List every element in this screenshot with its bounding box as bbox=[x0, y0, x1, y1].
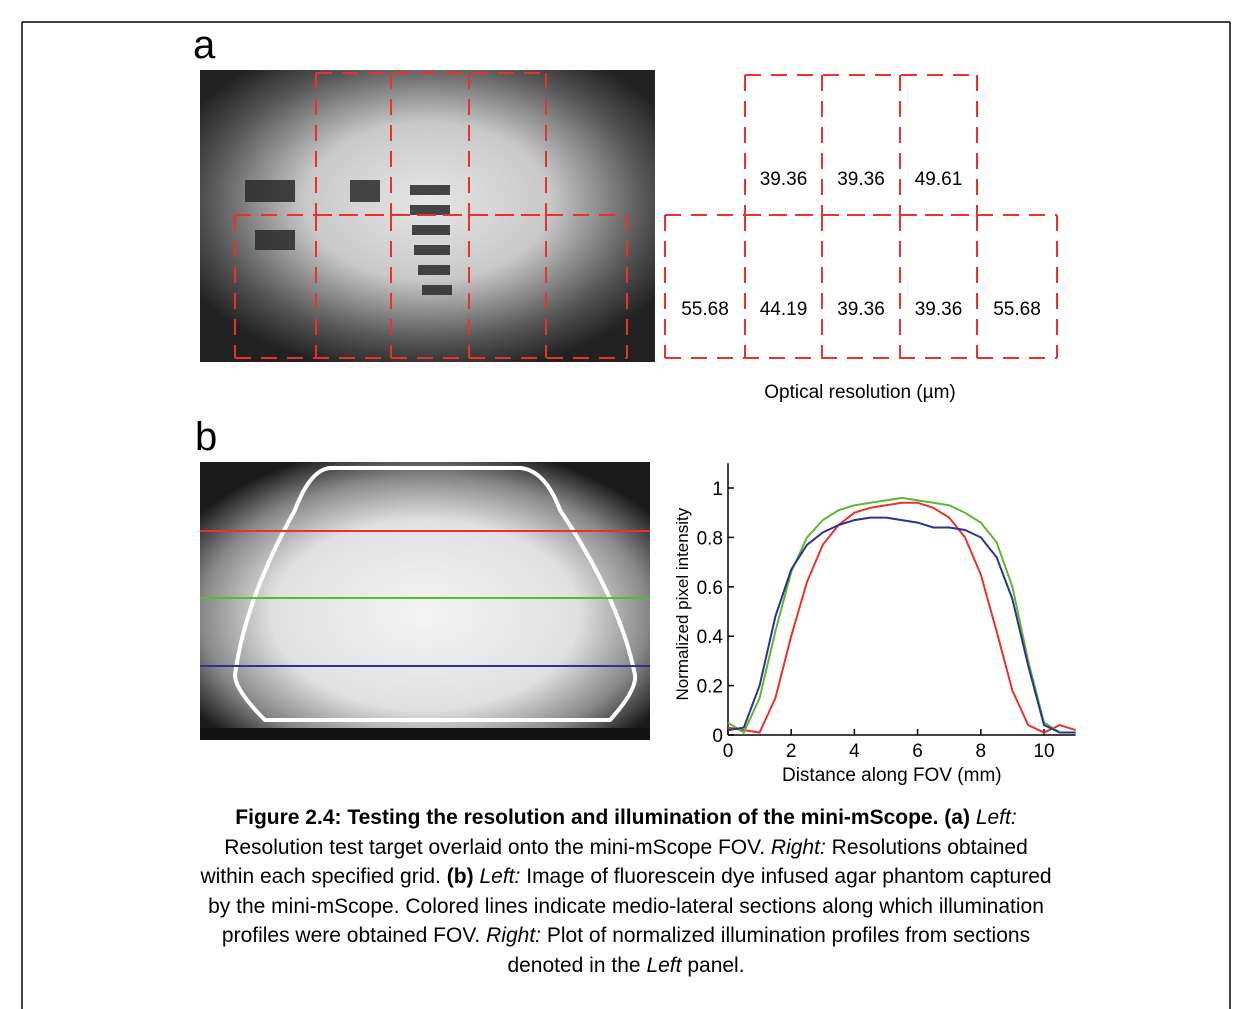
panel-label: a bbox=[193, 23, 216, 67]
y-tick-label: 0.6 bbox=[697, 578, 723, 599]
x-tick-label: 2 bbox=[786, 741, 797, 762]
resolution-value: 39.36 bbox=[760, 169, 808, 190]
caption-text: Resolution test target overlaid onto the… bbox=[224, 835, 766, 859]
y-tick-label: 1 bbox=[712, 479, 723, 500]
resolution-value: 49.61 bbox=[915, 169, 963, 190]
caption-text: within each specified grid. bbox=[200, 865, 441, 888]
caption-text: Right: bbox=[486, 924, 541, 947]
panel-label: b bbox=[195, 415, 217, 459]
profile-line bbox=[727, 501, 1076, 734]
caption-text: Figure 2.4: Testing the resolution and i… bbox=[235, 806, 970, 829]
fov-outline bbox=[232, 466, 638, 722]
resolution-value: 55.68 bbox=[681, 299, 729, 320]
caption-text: (b) bbox=[446, 865, 474, 888]
caption-line: by the mini-mScope. Colored lines indica… bbox=[22, 892, 1230, 922]
y-tick-label: 0.4 bbox=[697, 627, 724, 648]
caption-line: denoted in the Left panel. bbox=[22, 951, 1230, 981]
caption-text: profiles were obtained FOV. bbox=[221, 924, 481, 947]
caption-text: Resolutions obtained bbox=[831, 835, 1028, 859]
x-tick-label: 0 bbox=[723, 741, 734, 762]
y-tick-label: 0 bbox=[712, 726, 723, 747]
y-tick-label: 0.8 bbox=[697, 528, 723, 549]
resolution-value: 55.68 bbox=[993, 299, 1041, 320]
caption-line: within each specified grid. (b) Left: Image… bbox=[22, 862, 1230, 892]
x-axis-label: Distance along FOV (mm) bbox=[782, 765, 1002, 786]
profile-line bbox=[727, 496, 1076, 734]
y-axis-label: Normalized pixel intensity bbox=[673, 507, 692, 700]
illumination-image bbox=[200, 462, 650, 740]
caption-text: Left: bbox=[479, 865, 521, 888]
caption-text: Left bbox=[646, 953, 682, 977]
profile-line bbox=[727, 516, 1076, 734]
caption-line: Resolution test target overlaid onto the… bbox=[22, 833, 1230, 863]
caption-text: Image of fluorescein dye infused agar ph… bbox=[526, 865, 1052, 888]
resolution-value: 39.36 bbox=[837, 169, 885, 190]
x-tick-label: 4 bbox=[849, 741, 860, 762]
caption-text: by the mini-mScope. Colored lines indica… bbox=[208, 894, 1044, 918]
caption-line: profiles were obtained FOV. Right: Plot of… bbox=[22, 921, 1230, 951]
caption-line: Figure 2.4: Testing the resolution and i… bbox=[22, 803, 1230, 833]
y-tick-label: 0.2 bbox=[697, 677, 723, 698]
caption-text: Plot of normalized illumination profiles… bbox=[546, 924, 1031, 947]
test-target bbox=[245, 180, 452, 295]
caption-text: Right: bbox=[770, 835, 826, 859]
x-tick-label: 10 bbox=[1033, 741, 1054, 762]
caption-text: denoted in the bbox=[507, 953, 641, 977]
x-tick-label: 8 bbox=[976, 741, 987, 762]
image-edge bbox=[200, 728, 650, 740]
caption: Figure 2.4: Testing the resolution and i… bbox=[22, 803, 1230, 980]
resolution-value: 39.36 bbox=[915, 299, 963, 320]
caption-text: Left: bbox=[975, 806, 1017, 829]
resolution-value: 44.19 bbox=[760, 299, 808, 320]
caption-text: panel. bbox=[687, 953, 745, 977]
axis-label: Optical resolution (µm) bbox=[764, 382, 956, 403]
x-tick-label: 6 bbox=[912, 741, 923, 762]
resolution-value: 39.36 bbox=[837, 299, 885, 320]
